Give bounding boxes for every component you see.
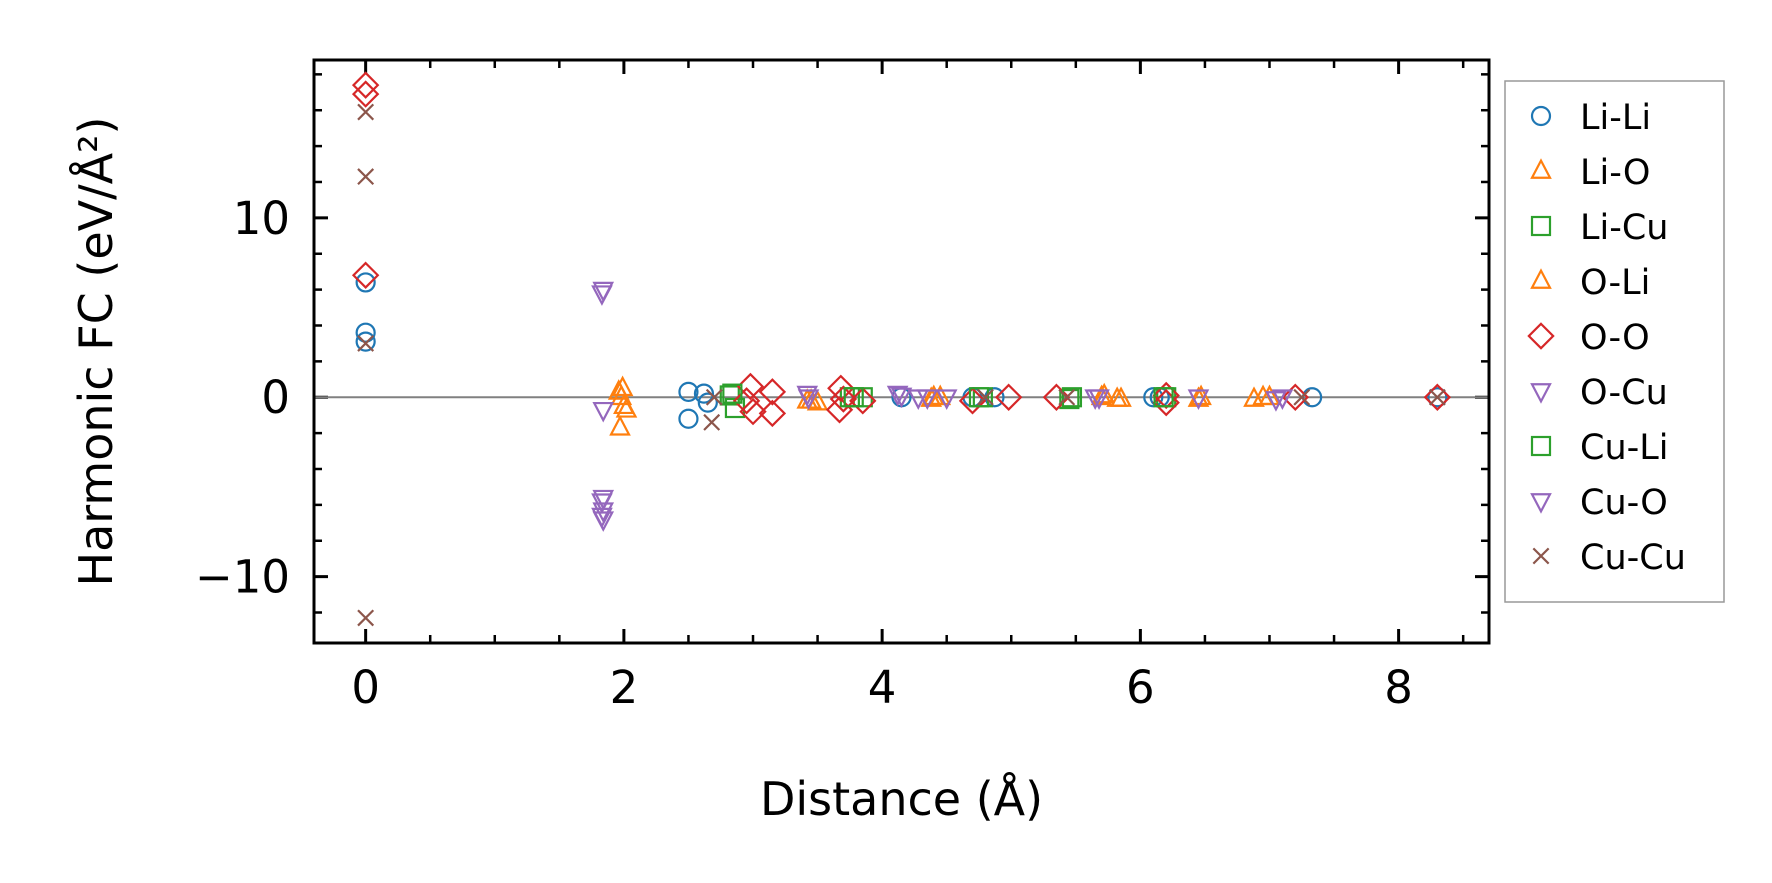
marker-cu-cu	[1058, 388, 1076, 406]
data-markers	[351, 71, 1452, 627]
legend-marker-li-li	[1530, 105, 1552, 127]
legend-marker-cu-li	[1530, 435, 1552, 457]
x-tick-label: 4	[868, 661, 897, 714]
marker-o-o	[1423, 383, 1452, 411]
marker-o-cu	[1271, 389, 1294, 410]
marker-cu-li	[968, 387, 990, 408]
marker-cu-o	[1088, 389, 1110, 410]
marker-o-o	[958, 387, 987, 415]
legend-box	[1504, 80, 1725, 603]
marker-o-o	[351, 80, 380, 108]
marker-o-li	[922, 384, 945, 406]
marker-li-li	[1143, 387, 1164, 408]
legend-marker-cu-cu	[1532, 547, 1550, 565]
marker-o-o	[1152, 388, 1180, 417]
marker-cu-o	[916, 389, 939, 410]
marker-o-o	[1152, 381, 1180, 410]
marker-o-li	[800, 388, 822, 409]
marker-cu-li	[1153, 387, 1174, 408]
marker-cu-cu	[977, 388, 994, 406]
y-tick-label: −10	[195, 551, 290, 604]
tick-labels: 0 2 4 6 8 −10 0 10	[195, 192, 1413, 714]
marker-o-o	[736, 372, 765, 401]
x-tick-label: 8	[1384, 661, 1413, 714]
legend-label-o-o: O-O	[1580, 318, 1650, 358]
marker-cu-cu	[357, 609, 375, 627]
legend-label-o-cu: O-Cu	[1580, 373, 1668, 413]
legend-marker-o-cu	[1530, 383, 1552, 404]
marker-o-cu	[935, 389, 958, 410]
y-tick-label: 10	[233, 192, 290, 245]
marker-li-li	[355, 322, 376, 343]
marker-cu-li	[722, 383, 743, 404]
marker-li-li	[678, 408, 699, 429]
marker-o-o	[1042, 383, 1071, 411]
legend-label-cu-cu: Cu-Cu	[1580, 538, 1686, 578]
marker-li-li	[355, 331, 376, 352]
marker-o-o	[758, 399, 787, 428]
legend-label-cu-li: Cu-Li	[1580, 428, 1668, 468]
marker-o-o	[732, 387, 761, 415]
y-tick-label: 0	[261, 371, 290, 424]
marker-cu-o	[591, 285, 613, 306]
marker-o-cu	[886, 385, 909, 407]
marker-o-o	[849, 387, 877, 415]
marker-li-li	[1427, 387, 1448, 408]
x-axis-label: Distance (Å)	[760, 772, 1043, 826]
legend: Li-Li Li-O Li-Cu O-Li O-O O-Cu Cu-Li Cu-O Cu-Cu	[1504, 80, 1725, 603]
marker-li-o	[609, 415, 631, 436]
marker-o-o	[829, 385, 858, 413]
y-axis-label: Harmonic FC (eV/Å²)	[69, 117, 123, 587]
legend-marker-li-o	[1530, 158, 1552, 179]
marker-cu-cu	[703, 413, 721, 431]
marker-o-li	[1093, 382, 1116, 404]
marker-cu-cu	[357, 335, 375, 352]
marker-o-cu	[1187, 389, 1210, 410]
marker-li-li	[355, 272, 376, 293]
marker-o-o	[739, 397, 767, 426]
marker-li-li	[697, 392, 718, 413]
legend-marker-o-li	[1530, 268, 1552, 289]
legend-marker-o-o	[1527, 322, 1555, 350]
legend-label-o-li: O-Li	[1580, 263, 1650, 303]
marker-cu-o	[1265, 391, 1287, 412]
marker-cu-cu	[1293, 388, 1311, 406]
marker-o-li	[615, 397, 638, 418]
marker-o-o	[994, 383, 1023, 411]
plot-frame	[312, 58, 1491, 645]
marker-cu-li	[843, 387, 864, 408]
marker-cu-cu	[705, 388, 723, 406]
legend-label-li-cu: Li-Cu	[1580, 208, 1668, 248]
marker-o-cu	[592, 401, 615, 423]
marker-cu-o	[591, 507, 613, 529]
x-tick-label: 6	[1126, 661, 1155, 714]
marker-o-o	[1281, 383, 1310, 411]
x-tick-label: 2	[610, 661, 639, 714]
marker-cu-o	[890, 387, 913, 409]
marker-cu-o	[591, 493, 613, 514]
marker-cu-cu	[1428, 388, 1446, 406]
legend-marker-li-cu	[1530, 215, 1552, 237]
marker-o-o	[351, 71, 380, 99]
marker-li-cu	[1059, 388, 1080, 410]
marker-o-o	[351, 261, 380, 289]
marker-cu-li	[1061, 387, 1083, 408]
legend-label-li-o: Li-O	[1580, 153, 1650, 193]
marker-cu-cu	[357, 103, 375, 121]
marker-o-li	[1106, 386, 1128, 407]
marker-cu-o	[797, 389, 820, 410]
marker-li-li	[678, 381, 699, 402]
x-tick-label: 0	[351, 661, 380, 714]
marker-o-li	[611, 375, 634, 397]
marker-cu-cu	[357, 168, 375, 186]
legend-label-li-li: Li-Li	[1580, 98, 1651, 138]
marker-li-li	[693, 383, 715, 404]
legend-marker-cu-o	[1530, 493, 1552, 514]
marker-o-o	[758, 378, 787, 406]
legend-label-cu-o: Cu-O	[1580, 483, 1668, 523]
